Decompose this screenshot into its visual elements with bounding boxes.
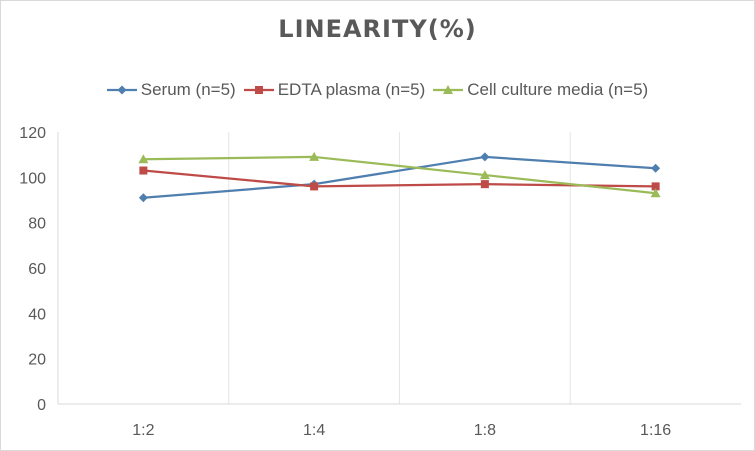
legend-item: EDTA plasma (n=5) [243, 80, 426, 100]
data-point [309, 151, 320, 161]
y-tick-label: 100 [19, 170, 46, 187]
series-line [143, 155, 656, 199]
y-tick-label: 80 [28, 216, 46, 233]
data-point [479, 170, 490, 180]
legend-marker [254, 86, 263, 94]
data-point [651, 182, 660, 191]
legend-marker [443, 85, 454, 94]
y-tick-label: 0 [37, 397, 46, 414]
data-point [138, 154, 149, 164]
y-tick-label: 20 [28, 352, 46, 369]
x-tick-label: 1:16 [640, 422, 671, 439]
legend-marker [117, 85, 127, 95]
legend-swatch-icon [106, 85, 137, 95]
y-tick-label: 40 [28, 306, 46, 323]
legend-label: EDTA plasma (n=5) [277, 80, 426, 99]
series-line [143, 169, 656, 188]
legend-label: Cell culture media (n=5) [467, 80, 649, 99]
y-tick-label: 120 [19, 125, 46, 142]
data-point [310, 182, 319, 191]
x-tick-label: 1:4 [303, 422, 325, 439]
series-line [143, 155, 656, 195]
data-point [138, 193, 148, 203]
data-point [651, 163, 661, 173]
x-tick-label: 1:8 [474, 422, 496, 439]
data-point [480, 152, 490, 162]
legend-swatch-icon [433, 85, 464, 94]
legend-item: Serum (n=5) [106, 80, 236, 100]
legend-label: Serum (n=5) [140, 80, 236, 99]
data-point [480, 180, 489, 189]
data-point [139, 166, 148, 175]
legend-item: Cell culture media (n=5) [433, 80, 648, 100]
chart-title: LINEARITY(%) [278, 15, 477, 43]
x-tick-label: 1:2 [132, 422, 154, 439]
legend-swatch-icon [243, 86, 274, 94]
y-tick-label: 60 [28, 261, 46, 278]
data-point [650, 188, 661, 198]
chart-legend: Serum (n=5) EDTA plasma (n=5) Cell culture… [1, 80, 754, 100]
